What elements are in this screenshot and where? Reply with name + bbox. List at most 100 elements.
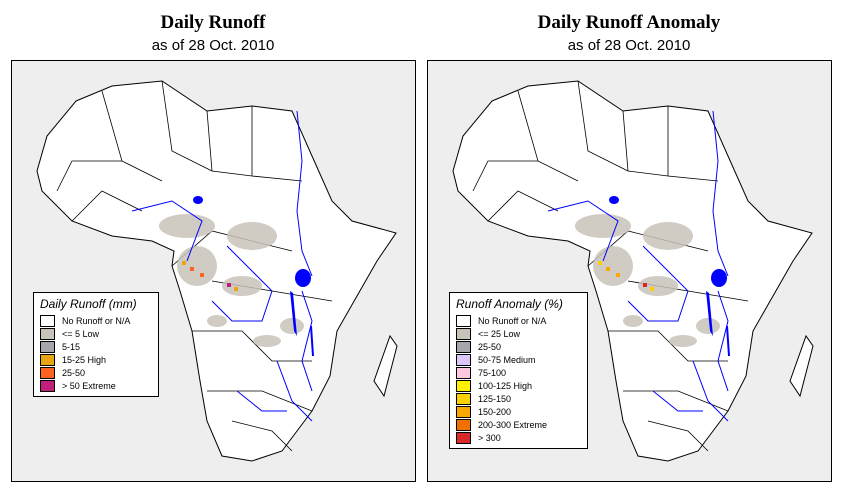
country-border: [487, 190, 559, 222]
legend-item: <= 25 Low: [456, 327, 581, 340]
high-runoff-cell: [190, 267, 194, 271]
runoff-area: [253, 335, 281, 347]
lake-chad: [193, 196, 203, 204]
river: [211, 245, 273, 322]
legend-item: 25-50: [456, 340, 581, 353]
country-border: [56, 160, 122, 192]
africa-map-anomaly: [452, 80, 814, 462]
runoff-area: [177, 246, 217, 286]
legend-swatch: [456, 431, 471, 444]
high-runoff-cell: [606, 267, 610, 271]
legend-label: 100-125 High: [478, 380, 533, 391]
legend-item: 200-300 Extreme: [456, 418, 581, 431]
country-border: [577, 80, 629, 172]
runoff-area: [623, 315, 643, 327]
legend-swatch: [40, 379, 55, 392]
lake-tanganyika: [290, 291, 297, 336]
africa-outline: [36, 80, 397, 462]
legend-swatch: [456, 340, 471, 353]
legend-title: Daily Runoff (mm): [40, 297, 137, 311]
legend-swatch: [40, 314, 55, 327]
legend-label: > 300: [478, 432, 501, 443]
runoff-area: [227, 222, 277, 250]
high-runoff-cell: [234, 287, 238, 291]
river: [296, 110, 313, 277]
runoff-map: Daily Runoff (mm) No Runoff or N/A <= 5 L…: [11, 60, 416, 482]
legend-swatch: [456, 418, 471, 431]
legend-swatch: [40, 327, 55, 340]
country-border: [472, 160, 538, 192]
legend-swatch: [456, 327, 471, 340]
lake-victoria: [711, 269, 727, 287]
legend-label: 5-15: [62, 341, 81, 352]
river: [712, 110, 729, 277]
high-runoff-cell: [598, 261, 602, 265]
legend-label: 75-100: [478, 367, 507, 378]
legend-swatch: [40, 366, 55, 379]
legend-swatch: [40, 353, 55, 366]
high-runoff-cell: [200, 273, 204, 277]
country-border: [192, 330, 312, 362]
legend-item: 5-15: [40, 340, 152, 353]
legend-item: 100-125 High: [456, 379, 581, 392]
legend-label: 200-300 Extreme: [478, 419, 548, 430]
legend-label: <= 5 Low: [62, 328, 100, 339]
legend-swatch: [456, 392, 471, 405]
river: [652, 390, 703, 412]
runoff-area: [593, 246, 633, 286]
runoff-area: [159, 214, 215, 238]
legend-item: No Runoff or N/A: [456, 314, 581, 327]
legend-label: 25-50: [62, 367, 86, 378]
legend-label: > 50 Extreme: [62, 380, 116, 391]
country-border: [161, 80, 213, 172]
river: [301, 290, 313, 392]
left-subtitle: as of 28 Oct. 2010: [151, 37, 275, 54]
river: [236, 390, 287, 412]
legend-title: Runoff Anomaly (%): [456, 297, 563, 311]
runoff-area: [575, 214, 631, 238]
legend-swatch: [456, 366, 471, 379]
river: [717, 290, 729, 392]
country-border: [206, 110, 253, 177]
high-runoff-cell: [643, 283, 647, 287]
legend-item: 150-200: [456, 405, 581, 418]
right-subtitle: as of 28 Oct. 2010: [567, 37, 691, 54]
left-title: Daily Runoff: [160, 12, 266, 33]
legend-item: > 50 Extreme: [40, 379, 152, 392]
runoff-area: [669, 335, 697, 347]
river: [627, 245, 689, 322]
country-border: [251, 106, 303, 182]
legend-item: 15-25 High: [40, 353, 152, 366]
legend-item: <= 5 Low: [40, 327, 152, 340]
country-border: [231, 420, 293, 452]
high-runoff-cell: [227, 283, 231, 287]
legend-label: 25-50: [478, 341, 502, 352]
lake-chad: [609, 196, 619, 204]
legend-label: 15-25 High: [62, 354, 107, 365]
runoff-legend: Daily Runoff (mm) No Runoff or N/A <= 5 L…: [33, 292, 159, 397]
africa-map-runoff: [36, 80, 398, 462]
country-border: [647, 420, 709, 452]
runoff-area: [638, 276, 678, 296]
legend-label: 150-200: [478, 406, 512, 417]
high-runoff-cell: [650, 287, 654, 291]
runoff-area: [696, 318, 720, 334]
right-title: Daily Runoff Anomaly: [537, 12, 721, 33]
country-border: [608, 330, 728, 362]
legend-item: No Runoff or N/A: [40, 314, 152, 327]
legend-label: 125-150: [478, 393, 512, 404]
lake-malawi: [726, 326, 730, 356]
madagascar-outline: [373, 334, 398, 398]
river: [276, 360, 313, 422]
legend-swatch: [456, 405, 471, 418]
anomaly-legend: Runoff Anomaly (%) No Runoff or N/A <= 25…: [449, 292, 588, 449]
legend-item: 25-50: [40, 366, 152, 379]
legend-swatch: [40, 340, 55, 353]
madagascar-outline: [789, 334, 814, 398]
country-border: [622, 110, 669, 177]
runoff-area: [643, 222, 693, 250]
country-border: [71, 190, 143, 222]
legend-label: No Runoff or N/A: [62, 315, 131, 326]
lake-malawi: [310, 326, 314, 356]
river: [692, 360, 729, 422]
